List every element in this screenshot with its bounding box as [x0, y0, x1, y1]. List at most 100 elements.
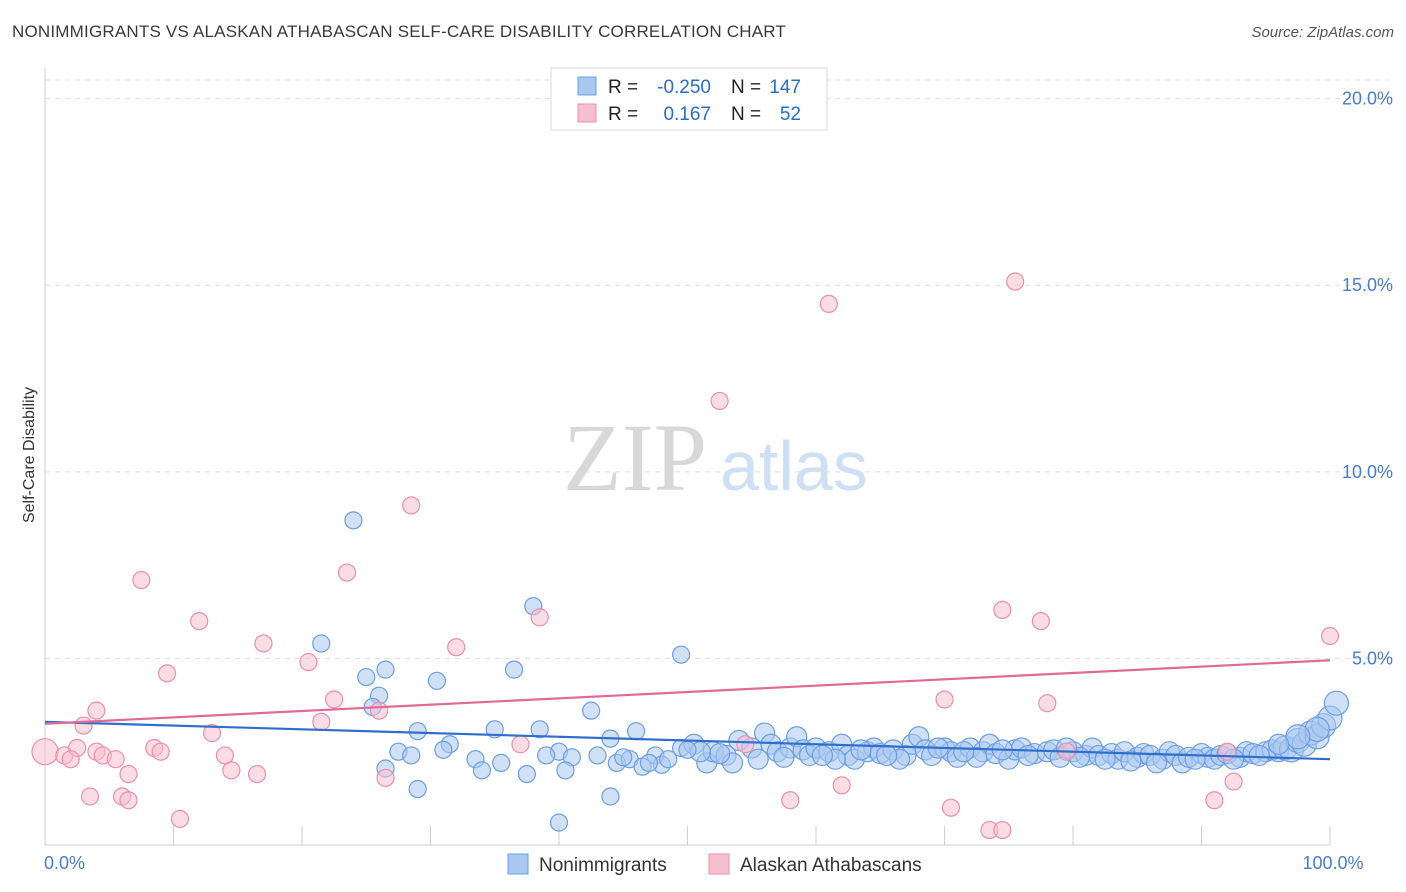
- alaskan-athabascans-point: [312, 712, 331, 731]
- nonimmigrants-point: [434, 740, 453, 759]
- watermark-zip: ZIP: [563, 404, 707, 511]
- legend-r-label-1: R =: [608, 77, 638, 98]
- alaskan-athabascans-point: [1320, 626, 1340, 646]
- nonimmigrants-point: [582, 701, 601, 720]
- nonimmigrants-point: [556, 761, 575, 780]
- source-credit: Source: ZipAtlas.com: [1251, 24, 1394, 41]
- nonimmigrants-point: [492, 753, 511, 773]
- y-tick-label: 20.0%: [1342, 89, 1393, 109]
- alaskan-athabascans-point: [993, 820, 1012, 840]
- chart-title: NONIMMIGRANTS VS ALASKAN ATHABASCAN SELF…: [12, 22, 786, 41]
- nonimmigrants-point: [1184, 748, 1206, 770]
- alaskan-athabascans-point: [325, 690, 344, 709]
- alaskan-athabascans-point: [1218, 742, 1237, 761]
- grid-lines: [45, 79, 1392, 659]
- alaskan-athabascans-point: [935, 690, 954, 709]
- nonimmigrants-point: [549, 813, 569, 832]
- nonimmigrants-point: [344, 511, 363, 530]
- nonimmigrants-point: [472, 761, 491, 780]
- alaskan-athabascans-point: [299, 653, 318, 672]
- alaskan-athabascans-point: [119, 791, 138, 810]
- alaskan-athabascans-point: [80, 787, 100, 806]
- tick-labels: 5.0% 10.0% 15.0% 20.0% 0.0% 100.0%: [44, 89, 1393, 873]
- alaskan-athabascans-point: [87, 701, 106, 720]
- nonimmigrants-point: [1017, 744, 1039, 767]
- x-tick-label: 0.0%: [44, 853, 85, 873]
- alaskan-athabascans-point: [1031, 611, 1050, 631]
- nonimmigrants-point: [485, 720, 504, 739]
- legend-n-label-1: N =: [731, 77, 761, 98]
- alaskan-athabascans-point: [781, 791, 800, 810]
- alaskan-athabascans-point: [370, 701, 389, 720]
- nonimmigrants-point: [1094, 748, 1116, 770]
- nonimmigrants-point: [601, 787, 620, 806]
- trend-lines: [44, 659, 1331, 761]
- alaskan-athabascans-point: [247, 764, 267, 784]
- nonimmigrants-point: [402, 746, 421, 765]
- alaskan-athabascans-point: [119, 764, 138, 784]
- nonimmigrants-point: [1145, 752, 1168, 774]
- alaskan-athabascans-point: [337, 563, 357, 582]
- nonimmigrants-points: [312, 511, 1350, 832]
- alaskan-athabascans-point: [190, 611, 209, 631]
- nonimmigrants-point: [659, 750, 678, 769]
- alaskan-athabascans-point: [170, 809, 190, 828]
- alaskan-athabascans-point: [736, 735, 755, 754]
- alaskan-athabascans-point: [447, 638, 466, 657]
- y-tick-label: 10.0%: [1342, 462, 1393, 482]
- alaskan-athabascans-point: [202, 723, 222, 743]
- nonimmigrants-point: [1323, 690, 1350, 716]
- nonimmigrants-point: [376, 660, 395, 679]
- nonimmigrants-point: [747, 748, 769, 770]
- nonimmigrants-point: [1267, 733, 1290, 755]
- legend-r-value-1: -0.250: [657, 77, 711, 98]
- nonimmigrants-point: [530, 720, 549, 739]
- alaskan-athabascans-point: [376, 768, 395, 787]
- alaskan-athabascans-point: [31, 738, 59, 766]
- legend-bottom-swatch-blue: [507, 853, 529, 875]
- nonimmigrants-point: [773, 746, 795, 768]
- alaskan-athabascans-points: [31, 272, 1340, 840]
- alaskan-athabascans-point: [530, 608, 549, 627]
- alaskan-athabascans-point: [132, 570, 151, 590]
- alaskan-athabascans-point: [819, 294, 838, 314]
- alaskan-athabascans-point: [941, 798, 961, 817]
- y-tick-label: 5.0%: [1352, 648, 1393, 668]
- nonimmigrants-point: [850, 739, 872, 761]
- nonimmigrants-point: [1120, 750, 1142, 772]
- watermark: ZIP atlas: [563, 404, 868, 511]
- nonimmigrants-point: [537, 746, 556, 765]
- nonimmigrants-point: [357, 667, 376, 687]
- nonimmigrants-point: [953, 741, 975, 763]
- alaskan-athabascans-point: [151, 742, 170, 761]
- watermark-atlas: atlas: [720, 427, 868, 505]
- alaskan-athabascans-point: [402, 496, 421, 515]
- nonimmigrants-point: [678, 740, 697, 759]
- nonimmigrants-point: [312, 634, 331, 653]
- y-axis-label: Self-Care Disability: [21, 387, 38, 523]
- alaskan-athabascans-point: [1205, 791, 1224, 810]
- legend-n-label-2: N =: [731, 104, 761, 125]
- alaskan-athabascans-point: [832, 776, 851, 795]
- alaskan-athabascans-point: [511, 735, 530, 754]
- nonimmigrants-point: [427, 671, 447, 690]
- nonimmigrants-point: [517, 764, 536, 784]
- alaskan-athabascans-point: [106, 750, 125, 769]
- nonimmigrants-point: [626, 722, 646, 741]
- alaskan-athabascans-point: [74, 716, 93, 735]
- nonimmigrants-point: [504, 660, 524, 679]
- alaskan-athabascans-point: [61, 750, 80, 769]
- legend-bottom-label-nonimmigrants: Nonimmigrants: [539, 855, 667, 876]
- alaskan-athabascans-trend-line: [44, 659, 1331, 725]
- legend-swatch-blue: [577, 76, 597, 96]
- nonimmigrants-point: [408, 779, 427, 799]
- legend-bottom-swatch-pink: [708, 853, 730, 875]
- nonimmigrants-point: [588, 746, 607, 765]
- alaskan-athabascans-point: [222, 761, 241, 780]
- legend-n-value-1: 147: [769, 77, 801, 98]
- legend-r-value-2: 0.167: [663, 104, 711, 125]
- nonimmigrants-point: [709, 742, 731, 765]
- legend-top: R = -0.250 N = 147 R = 0.167 N = 52: [550, 67, 828, 131]
- alaskan-athabascans-point: [710, 391, 729, 411]
